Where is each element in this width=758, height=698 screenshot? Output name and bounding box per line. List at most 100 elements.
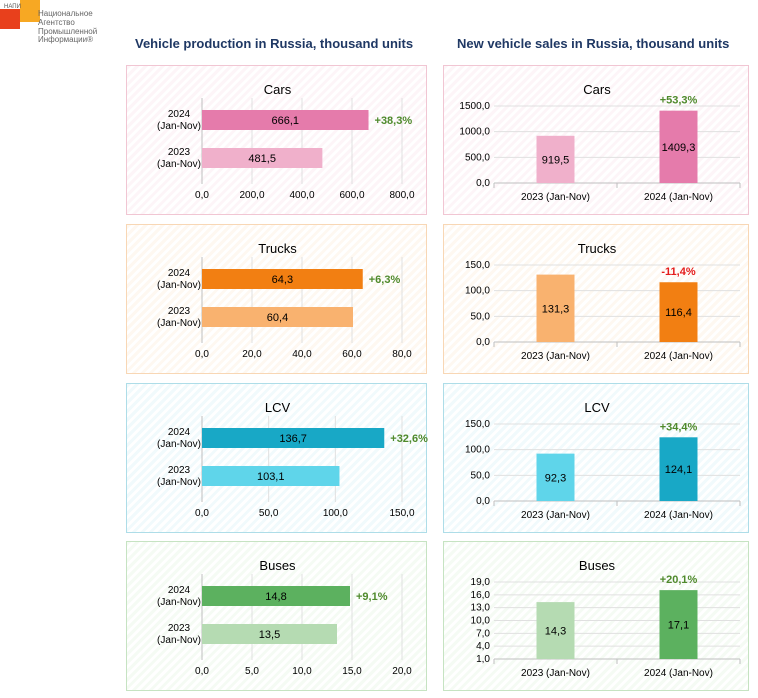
bar [202,148,323,168]
category-label: 2023 (Jan-Nov) [157,623,201,646]
bar [659,590,698,659]
bar [202,624,337,644]
x-tick-label: 20,0 [242,349,262,360]
bar-value-label: 136,7 [279,433,307,445]
bar-value-label: 14,3 [545,626,566,638]
bar-value-label: 919,5 [542,154,570,166]
y-tick-label: 150,0 [465,260,490,271]
chart-title: Cars [264,82,292,97]
bar [202,269,363,289]
category-label: 2023 (Jan-Nov) [521,668,590,679]
chart-title: Cars [583,82,611,97]
x-tick-label: 15,0 [342,666,362,677]
x-tick-label: 40,0 [292,349,312,360]
logo-red-square [0,9,20,29]
logo-text: Национальное Агентство Промышленной Инфо… [38,9,98,45]
category-label: 2023 (Jan-Nov) [521,192,590,203]
production-column-title: Vehicle production in Russia, thousand u… [135,36,414,51]
x-tick-label: 60,0 [342,349,362,360]
x-tick-label: 800,0 [389,190,414,201]
y-tick-label: 50,0 [471,311,491,322]
growth-label: +6,3% [369,274,401,286]
chart-sales-buses-svg: Buses 1,0 4,0 7,010,0 13,0 16,0 19,0 14,3 2023 (… [471,558,741,679]
chart-production-cars: Cars 0,0 200,0 400,0 600,0 800,0 666,1 2024 (Jan… [126,65,427,215]
x-tick-label: 50,0 [259,508,279,519]
y-tick-label: 100,0 [465,286,490,297]
logo-abbr: НАПИ [4,4,21,10]
y-tick-label: 1500,0 [459,101,490,112]
bar-value-label: 131,3 [542,303,570,315]
bar [659,437,698,501]
chart-production-buses: Buses 0,0 5,0 10,0 15,0 20,0 14,8 2024 (Jan-Nov)… [126,541,427,691]
y-tick-label: 1000,0 [459,127,490,138]
category-label: 2024 (Jan-Nov) [644,351,713,362]
y-tick-label: 7,0 [476,628,490,639]
category-label: 2024 (Jan-Nov) [644,510,713,521]
y-tick-label: 150,0 [465,419,490,430]
bar [659,110,698,183]
x-tick-label: 10,0 [292,666,312,677]
chart-sales-lcv: LCV 0,0 50,0 100,0 150,0 92,3 2023 (Jan-Nov) 12… [443,383,749,533]
bar [536,135,575,183]
bar [202,466,340,486]
bar-value-label: 666,1 [271,115,299,127]
bar [536,602,575,659]
y-tick-label: 19,0 [471,577,491,588]
chart-sales-lcv-svg: LCV 0,0 50,0 100,0 150,0 92,3 2023 (Jan-Nov) 12… [465,400,741,521]
x-tick-label: 150,0 [389,508,414,519]
y-tick-label: 0,0 [476,178,490,189]
category-label: 2024 (Jan-Nov) [157,268,201,291]
bar [536,453,575,501]
bar-value-label: 103,1 [257,471,285,483]
y-tick-label: 500,0 [465,152,490,163]
chart-title: LCV [584,400,610,415]
x-tick-label: 80,0 [392,349,412,360]
bar-value-label: 13,5 [259,629,280,641]
category-label: 2024 (Jan-Nov) [644,668,713,679]
bar-value-label: 92,3 [545,472,566,484]
category-label: 2024 (Jan-Nov) [157,427,201,450]
chart-sales-cars-svg: Cars 0,0 500,0 1000,0 1500,0 919,5 2023 (Jan-N… [459,82,741,203]
growth-label: +9,1% [356,591,388,603]
chart-production-lcv-svg: LCV 0,0 50,0 100,0 150,0 136,7 2024 (Jan-Nov) 10… [157,400,428,519]
chart-production-buses-svg: Buses 0,0 5,0 10,0 15,0 20,0 14,8 2024 (Jan-Nov)… [157,558,412,677]
x-tick-label: 0,0 [195,666,209,677]
y-tick-label: 13,0 [471,603,491,614]
x-tick-label: 0,0 [195,190,209,201]
bar [202,428,385,448]
chart-production-trucks-svg: Trucks 0,0 20,0 40,0 60,0 80,0 64,3 2024 (Jan-No… [157,241,412,360]
category-label: 2024 (Jan-Nov) [157,585,201,608]
sales-column-title: New vehicle sales in Russia, thousand un… [457,36,730,51]
x-tick-label: 600,0 [339,190,364,201]
y-tick-label: 16,0 [471,590,491,601]
category-label: 2023 (Jan-Nov) [521,510,590,521]
category-label: 2024 (Jan-Nov) [644,192,713,203]
bar-value-label: 17,1 [668,620,689,632]
y-tick-label: 0,0 [476,496,490,507]
category-label: 2024 (Jan-Nov) [157,109,201,132]
growth-label: +20,1% [660,574,698,586]
bar-value-label: 64,3 [272,274,293,286]
chart-title: Buses [579,558,616,573]
bar [202,110,369,130]
x-tick-label: 5,0 [245,666,259,677]
chart-sales-trucks-svg: Trucks 0,0 50,0 100,0 150,0 131,3 2023 (Jan-No… [465,241,741,362]
y-tick-label: 10,0 [471,616,491,627]
bar-value-label: 60,4 [267,312,288,324]
bar-value-label: 116,4 [665,307,692,319]
growth-label: -11,4% [661,266,695,278]
chart-production-cars-svg: Cars 0,0 200,0 400,0 600,0 800,0 666,1 2024 (Jan… [157,82,415,201]
logo-orange-square [20,0,40,22]
y-tick-label: 50,0 [471,470,491,481]
chart-sales-trucks: Trucks 0,0 50,0 100,0 150,0 131,3 2023 (Jan-No… [443,224,749,374]
chart-title: Trucks [258,241,297,256]
category-label: 2023 (Jan-Nov) [157,465,201,488]
growth-label: +53,3% [660,95,698,107]
chart-sales-buses: Buses 1,0 4,0 7,0 10,0 13,0 16,0 19,0 14,3 2023 (… [443,541,749,691]
chart-title: LCV [265,400,291,415]
category-label: 2023 (Jan-Nov) [521,351,590,362]
x-tick-label: 0,0 [195,349,209,360]
growth-label: +32,6% [390,433,428,445]
category-label: 2023 (Jan-Nov) [157,306,201,329]
y-tick-label: 0,0 [476,337,490,348]
